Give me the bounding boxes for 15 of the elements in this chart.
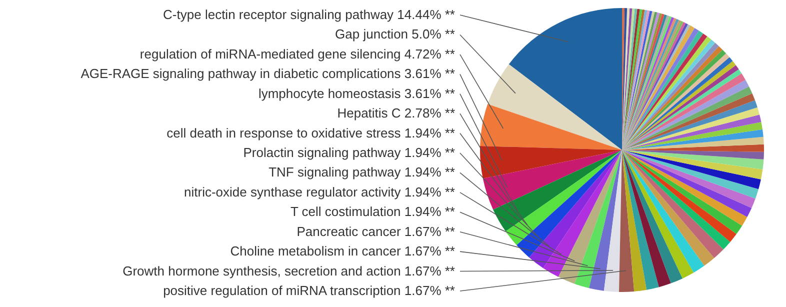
slice-label: Prolactin signaling pathway 1.94% ** xyxy=(243,145,455,160)
slice-label: Gap junction 5.0% ** xyxy=(335,26,455,42)
slice-label: Hepatitis C 2.78% ** xyxy=(337,106,455,121)
slice-label: C-type lectin receptor signaling pathway 14.44% ** xyxy=(163,7,455,22)
slice-label: AGE-RAGE signaling pathway in diabetic complications 3.61% ** xyxy=(80,66,455,82)
slice-label: lymphocyte homeostasis 3.61% ** xyxy=(258,86,455,101)
slice-label: T cell costimulation 1.94% ** xyxy=(290,204,455,220)
slice-label: positive regulation of miRNA transcription 1.67% ** xyxy=(163,283,455,298)
slice-label: regulation of miRNA-mediated gene silencing 4.72% ** xyxy=(140,46,455,62)
slice-label: cell death in response to oxidative stress 1.94% ** xyxy=(166,125,455,140)
slice-label: nitric-oxide synthase regulator activity 1.94% ** xyxy=(184,184,455,200)
slice-label: Pancreatic cancer 1.67% ** xyxy=(296,224,455,239)
slice-label: TNF signaling pathway 1.94% ** xyxy=(268,164,455,180)
slice-label: Growth hormone synthesis, secretion and action 1.67% ** xyxy=(122,263,455,278)
slice-label: Choline metabolism in cancer 1.67% ** xyxy=(230,244,455,259)
